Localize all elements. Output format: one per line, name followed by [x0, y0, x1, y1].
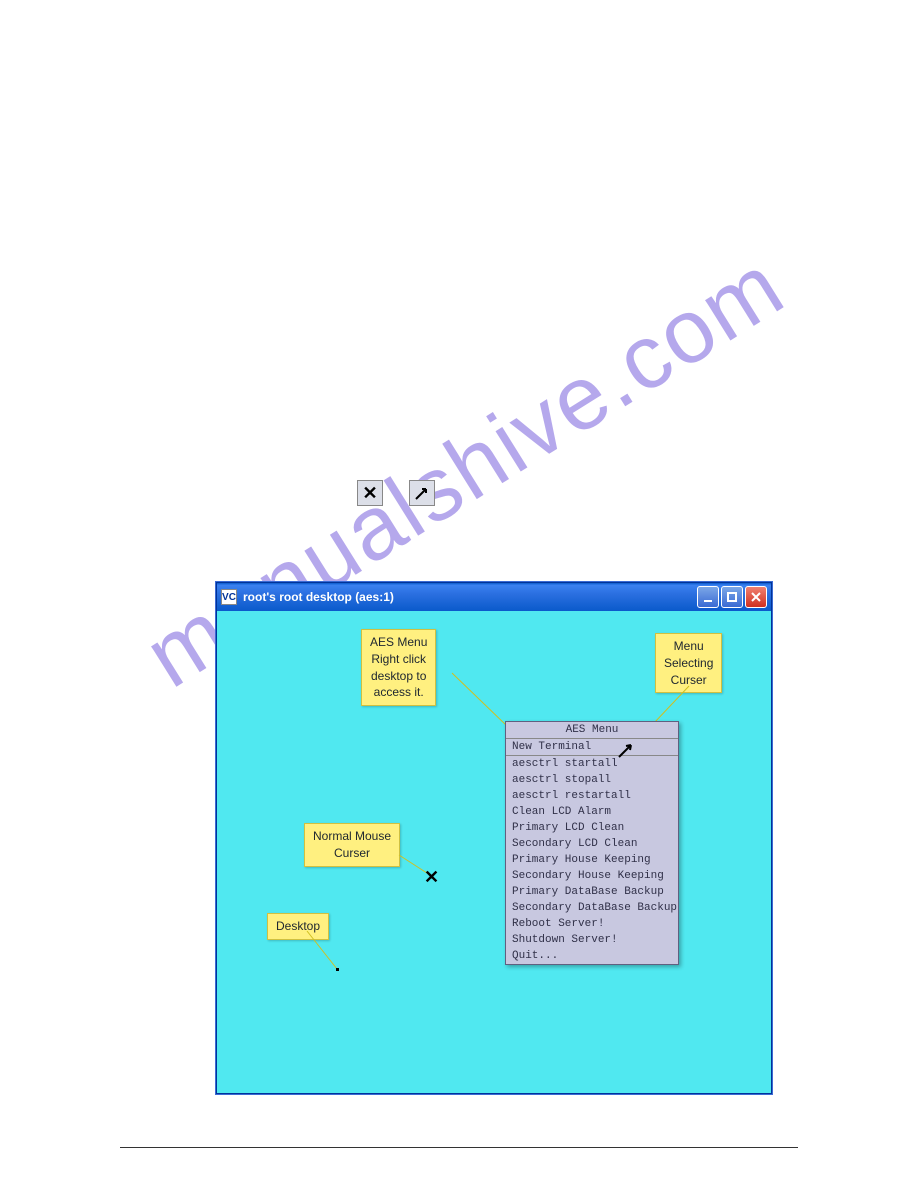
vnc-window: VC root's root desktop (aes:1) AES Menu …: [216, 582, 772, 1094]
remote-desktop[interactable]: AES Menu Right click desktop to access i…: [217, 611, 771, 1093]
menu-item[interactable]: Primary LCD Clean: [506, 820, 678, 836]
vnc-icon: VC: [221, 589, 237, 605]
menu-item[interactable]: Shutdown Server!: [506, 932, 678, 948]
menu-item[interactable]: Secondary LCD Clean: [506, 836, 678, 852]
x-cursor-example: ✕: [357, 480, 383, 506]
desktop-dot: [336, 968, 339, 971]
window-title: root's root desktop (aes:1): [243, 590, 697, 604]
menu-item[interactable]: Clean LCD Alarm: [506, 804, 678, 820]
callout-menu-curser: Menu Selecting Curser: [655, 633, 722, 693]
menu-item[interactable]: Reboot Server!: [506, 916, 678, 932]
callout-normal-curser: Normal Mouse Curser: [304, 823, 400, 867]
callout-desktop: Desktop: [267, 913, 329, 940]
x-cursor-icon: ✕: [424, 867, 439, 888]
menu-item[interactable]: Primary House Keeping: [506, 852, 678, 868]
menu-item[interactable]: Secondary DataBase Backup: [506, 900, 678, 916]
menu-item[interactable]: Primary DataBase Backup: [506, 884, 678, 900]
callout-aes-menu: AES Menu Right click desktop to access i…: [361, 629, 436, 706]
titlebar-buttons: [697, 586, 767, 608]
page-bottom-rule: [120, 1147, 798, 1148]
x-cursor-glyph: ✕: [362, 484, 377, 502]
cursor-examples-row: ✕: [357, 480, 435, 506]
minimize-button[interactable]: [697, 586, 719, 608]
menu-title: AES Menu: [506, 722, 678, 738]
menu-item[interactable]: New Terminal: [506, 739, 678, 756]
menu-item[interactable]: aesctrl stopall: [506, 772, 678, 788]
menu-item[interactable]: Secondary House Keeping: [506, 868, 678, 884]
menu-item[interactable]: aesctrl restartall: [506, 788, 678, 804]
titlebar[interactable]: VC root's root desktop (aes:1): [217, 583, 771, 611]
aes-context-menu: AES Menu New Terminalaesctrl startallaes…: [505, 721, 679, 965]
arrow-cursor-icon: [617, 741, 635, 764]
menu-item[interactable]: aesctrl startall: [506, 756, 678, 772]
close-button[interactable]: [745, 586, 767, 608]
maximize-button[interactable]: [721, 586, 743, 608]
menu-item[interactable]: Quit...: [506, 948, 678, 964]
arrow-cursor-example: [409, 480, 435, 506]
